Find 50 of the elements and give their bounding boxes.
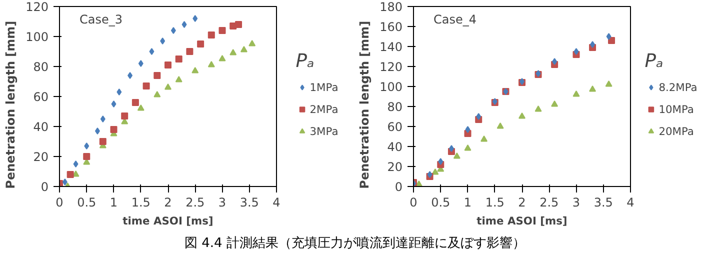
y-tick-label: 140 xyxy=(380,40,402,54)
x-tick-label: 3 xyxy=(218,196,226,210)
x-axis-title: time ASOI [ms] xyxy=(476,214,568,228)
y-tick-label: 120 xyxy=(380,60,402,74)
x-tick-label: 1 xyxy=(464,196,472,210)
x-tick-label: 2 xyxy=(164,196,172,210)
legend-label: 3MPa xyxy=(310,124,338,138)
y-tick-label: 20 xyxy=(387,160,403,174)
y-tick-label: 120 xyxy=(26,0,48,14)
legend-label: 2MPa xyxy=(310,102,338,116)
caption: 図 4.4 計測結果（充填圧力が噴流到達距離に及ぼす影響） xyxy=(184,235,526,253)
y-tick-label: 20 xyxy=(33,150,49,164)
x-tick-label: 0 xyxy=(56,196,64,210)
x-tick-label: 0 xyxy=(410,196,418,210)
x-tick-label: 2.5 xyxy=(186,196,205,210)
y-tick-label: 40 xyxy=(33,120,49,134)
x-tick-label: 1 xyxy=(110,196,118,210)
annotation: Case_3 xyxy=(80,12,123,26)
x-tick-label: 2 xyxy=(518,196,526,210)
legend-label: 20MPa xyxy=(658,124,694,138)
legend-title: Pₐ xyxy=(644,51,664,72)
x-tick-label: 0.5 xyxy=(431,196,450,210)
x-tick-label: 4 xyxy=(626,196,634,210)
y-tick-label: 60 xyxy=(387,120,403,134)
annotation: Case_4 xyxy=(434,12,477,26)
x-tick-label: 3.5 xyxy=(240,196,259,210)
legend-title: Pₐ xyxy=(296,51,316,72)
y-tick-label: 180 xyxy=(380,0,402,14)
y-tick-label: 0 xyxy=(394,180,403,194)
y-tick-label: 0 xyxy=(40,180,49,194)
x-tick-label: 3 xyxy=(572,196,580,210)
y-tick-label: 80 xyxy=(33,60,49,74)
x-tick-label: 4 xyxy=(272,196,280,210)
x-axis-title: time ASOI [ms] xyxy=(122,214,214,228)
y-axis-title: Penetration length [mm] xyxy=(4,20,18,189)
x-tick-label: 2.5 xyxy=(540,196,559,210)
x-tick-label: 1.5 xyxy=(485,196,504,210)
y-tick-label: 60 xyxy=(33,90,49,104)
y-tick-label: 100 xyxy=(26,30,48,44)
y-tick-label: 100 xyxy=(380,80,402,94)
legend-label: 8.2MPa xyxy=(658,80,698,94)
y-tick-label: 160 xyxy=(380,20,402,34)
x-tick-label: 0.5 xyxy=(77,196,96,210)
legend-label: 1MPa xyxy=(310,80,338,94)
legend-label: 10MPa xyxy=(658,102,694,116)
y-axis-title: Penetration length [mm] xyxy=(358,20,372,189)
y-tick-label: 40 xyxy=(387,140,403,154)
y-tick-label: 80 xyxy=(387,100,403,114)
x-tick-label: 3.5 xyxy=(594,196,613,210)
x-tick-label: 1.5 xyxy=(131,196,150,210)
